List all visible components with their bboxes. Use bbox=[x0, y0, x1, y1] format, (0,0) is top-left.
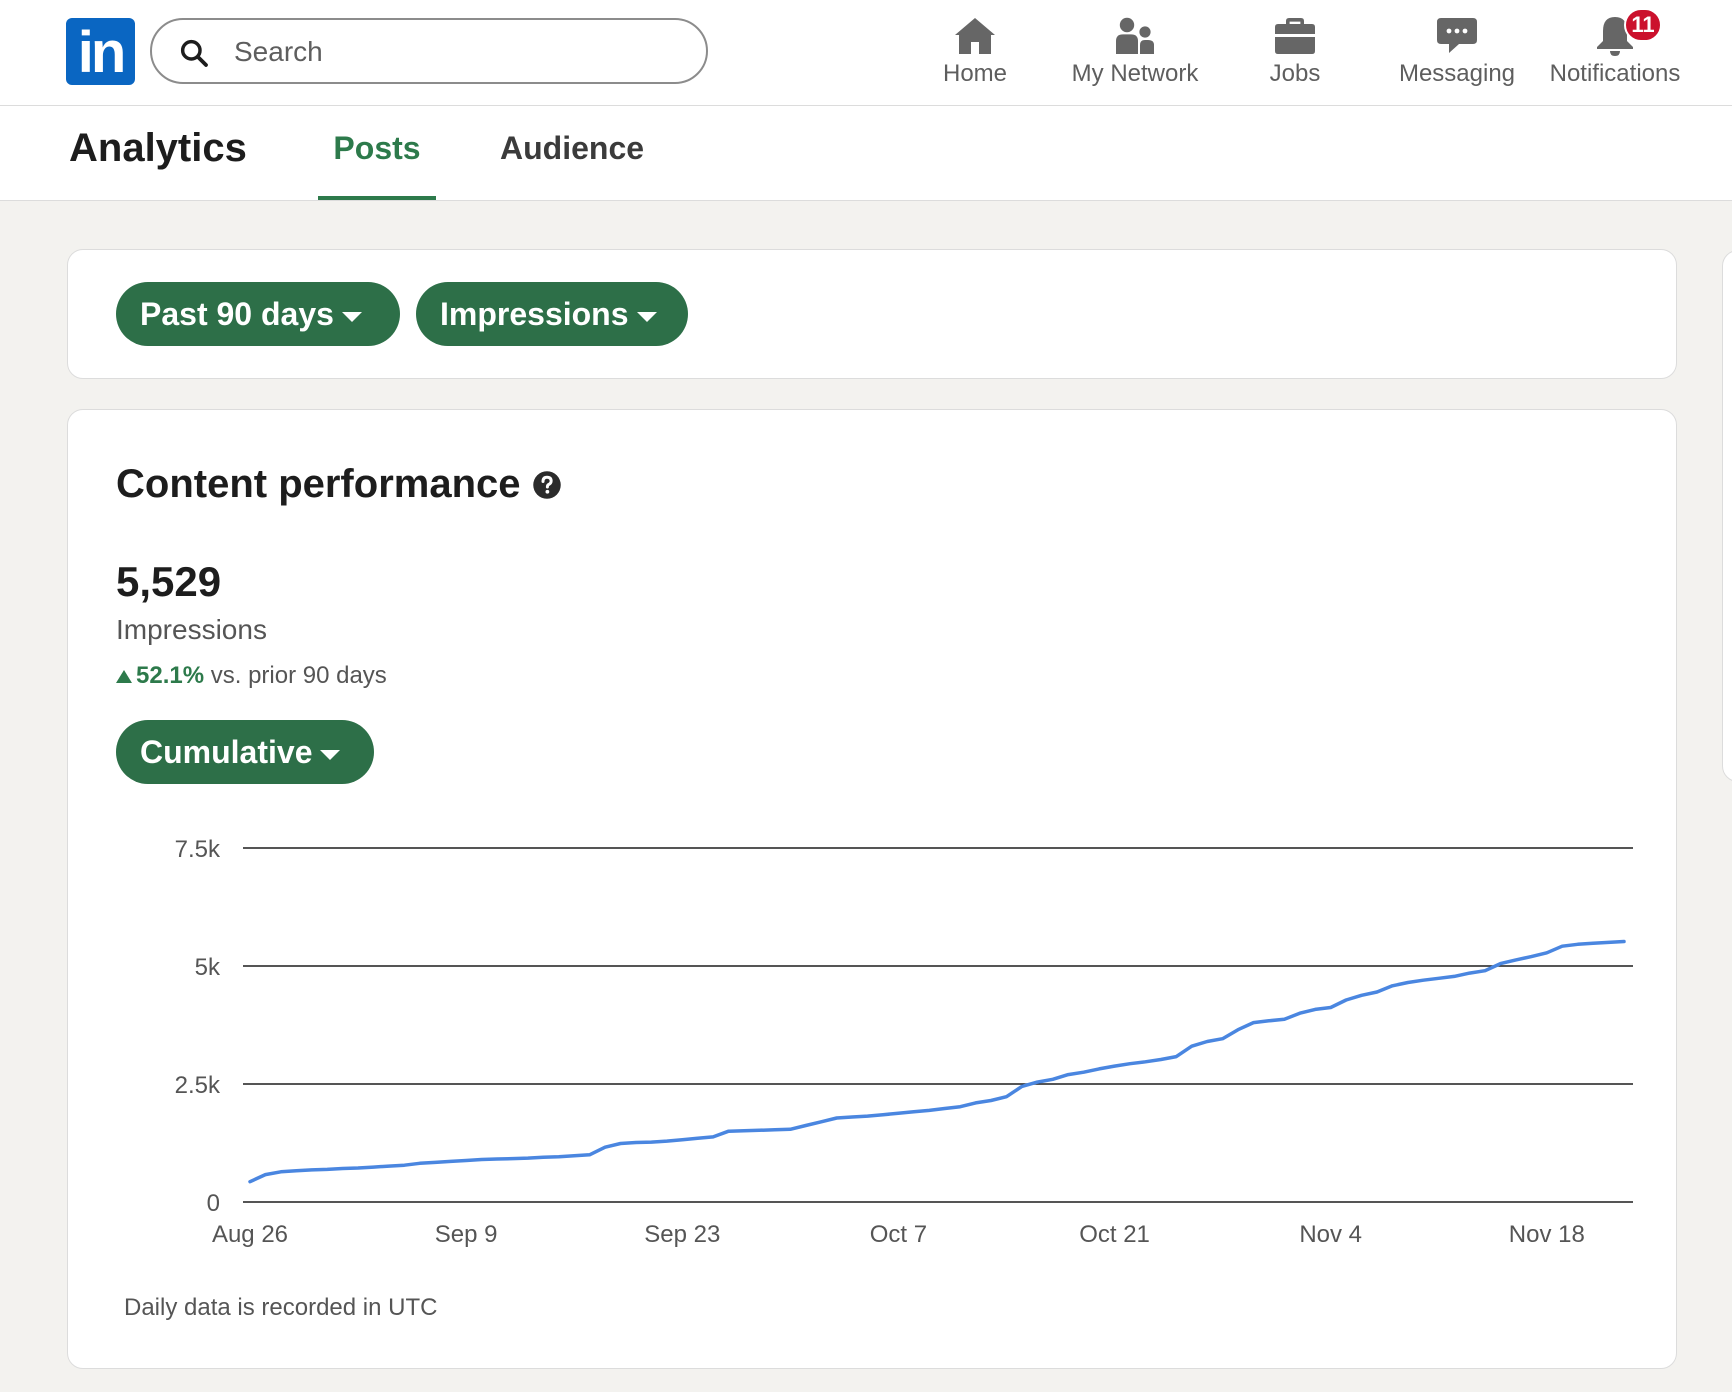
messaging-icon bbox=[1437, 18, 1477, 53]
filter-card: Past 90 days Impressions bbox=[67, 249, 1677, 379]
delta-percent: 52.1% bbox=[136, 662, 205, 689]
delta-comparison-text: vs. prior 90 days bbox=[210, 662, 387, 689]
search-icon bbox=[180, 39, 208, 67]
nav-notifications-label: Notifications bbox=[1549, 60, 1681, 87]
cumulative-dropdown[interactable]: Cumulative bbox=[116, 720, 374, 784]
chevron-down-icon bbox=[636, 311, 657, 322]
briefcase-icon bbox=[1275, 18, 1315, 54]
x-tick-label: Sep 23 bbox=[644, 1221, 720, 1248]
analytics-header: Analytics Posts Audience bbox=[0, 106, 1732, 201]
nav-messaging[interactable]: Messaging bbox=[1392, 12, 1522, 96]
question-circle-icon[interactable] bbox=[532, 470, 562, 500]
chart-footnote: Daily data is recorded in UTC bbox=[124, 1294, 438, 1321]
content-performance-card: Content performance 5,529 Impressions 52… bbox=[67, 409, 1677, 1369]
notification-count-badge: 11 bbox=[1624, 8, 1662, 42]
trend-up-icon bbox=[116, 670, 132, 683]
date-range-dropdown[interactable]: Past 90 days bbox=[116, 282, 400, 346]
search-input[interactable] bbox=[232, 30, 676, 74]
x-tick-label: Aug 26 bbox=[212, 1221, 288, 1248]
impressions-label: Impressions bbox=[116, 614, 267, 645]
page-title: Analytics bbox=[69, 126, 247, 170]
nav-jobs[interactable]: Jobs bbox=[1260, 12, 1330, 96]
search-bar[interactable] bbox=[150, 18, 708, 84]
network-icon bbox=[1116, 17, 1154, 54]
x-tick-label: Oct 7 bbox=[870, 1221, 927, 1248]
chevron-down-icon bbox=[320, 749, 341, 760]
x-tick-label: Nov 4 bbox=[1299, 1221, 1362, 1248]
impressions-total: 5,529 bbox=[116, 558, 222, 605]
y-tick-label: 5k bbox=[195, 954, 221, 981]
x-tick-label: Oct 21 bbox=[1079, 1221, 1150, 1248]
side-panel-edge bbox=[1722, 250, 1732, 782]
home-icon bbox=[955, 18, 995, 54]
tab-posts[interactable]: Posts bbox=[318, 130, 436, 200]
metric-label: Impressions bbox=[440, 296, 629, 332]
metric-dropdown[interactable]: Impressions bbox=[416, 282, 688, 346]
chevron-down-icon bbox=[341, 311, 362, 322]
x-tick-label: Nov 18 bbox=[1509, 1221, 1585, 1248]
y-tick-label: 7.5k bbox=[175, 836, 221, 863]
linkedin-logo[interactable]: in bbox=[66, 18, 135, 85]
y-tick-label: 2.5k bbox=[175, 1072, 221, 1099]
date-range-label: Past 90 days bbox=[140, 296, 334, 332]
impressions-line-chart: 0 2.5k 5k 7.5k Aug 26 Sep 9 Sep 23 Oct 7 Oct 21 N… bbox=[175, 836, 1633, 1248]
tab-audience[interactable]: Audience bbox=[500, 130, 645, 166]
nav-my-network-label: My Network bbox=[1071, 60, 1199, 87]
x-tick-label: Sep 9 bbox=[435, 1221, 498, 1248]
impressions-delta: 52.1% vs. prior 90 days bbox=[116, 662, 387, 690]
nav-home-label: Home bbox=[942, 60, 1008, 87]
y-tick-label: 0 bbox=[207, 1190, 220, 1217]
top-navigation: in Home My Network Jobs bbox=[0, 0, 1732, 106]
nav-jobs-label: Jobs bbox=[1269, 60, 1321, 87]
nav-home[interactable]: Home bbox=[935, 12, 1015, 96]
cumulative-label: Cumulative bbox=[140, 734, 313, 770]
nav-notifications[interactable]: Notifications 11 bbox=[1540, 8, 1690, 96]
impressions-series-line bbox=[248, 939, 1626, 1184]
nav-messaging-label: Messaging bbox=[1398, 60, 1516, 87]
section-title: Content performance bbox=[116, 462, 521, 506]
nav-my-network[interactable]: My Network bbox=[1060, 12, 1210, 96]
